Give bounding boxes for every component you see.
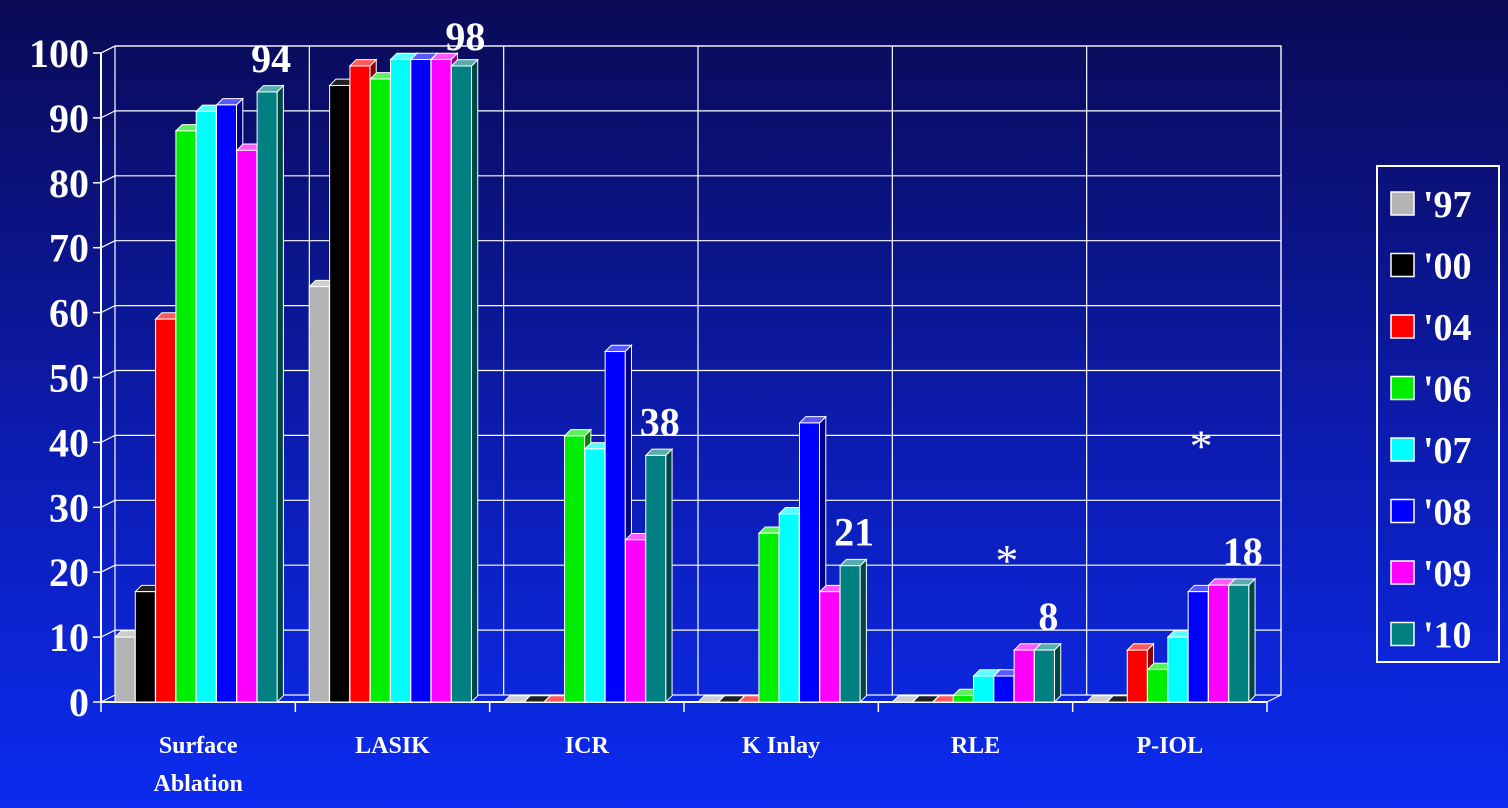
axis-depth-edge xyxy=(1266,694,1282,703)
legend-swatch xyxy=(1390,498,1415,524)
side-wall-gridline xyxy=(100,629,116,638)
y-tick-label: 90 xyxy=(49,96,89,141)
y-tick-label: 40 xyxy=(49,420,89,465)
bar xyxy=(1033,642,1062,704)
bar xyxy=(838,558,868,704)
x-category-label: ICR xyxy=(565,733,610,759)
legend-swatch xyxy=(1390,621,1415,647)
side-wall-gridline xyxy=(100,175,116,184)
side-wall-gridline xyxy=(100,240,116,249)
side-wall-gridline xyxy=(100,305,116,314)
legend-label: '00 xyxy=(1423,246,1472,288)
x-category-label: K Inlay xyxy=(742,733,820,759)
side-wall-gridline xyxy=(100,434,116,443)
x-category-label: RLE xyxy=(951,733,1000,759)
legend-swatch xyxy=(1390,437,1415,462)
y-tick-label: 100 xyxy=(29,31,89,76)
data-label: 8 xyxy=(1038,594,1058,639)
y-tick-label: 0 xyxy=(69,680,89,725)
bar xyxy=(450,58,479,704)
data-label: 94 xyxy=(251,36,291,81)
legend-label: '06 xyxy=(1423,369,1472,411)
side-wall-gridline xyxy=(100,564,116,573)
y-tick-label: 80 xyxy=(49,161,89,206)
axis-depth-edge xyxy=(100,45,116,54)
data-label: 18 xyxy=(1223,529,1263,574)
legend-label: '09 xyxy=(1423,553,1472,595)
legend-swatch xyxy=(1390,191,1415,216)
side-wall-gridline xyxy=(100,694,116,703)
bar xyxy=(1227,577,1257,704)
y-tick-label: 50 xyxy=(49,356,89,401)
x-category-label: Surface Ablation xyxy=(153,733,242,797)
data-label: 38 xyxy=(640,399,680,444)
data-label: 21 xyxy=(834,510,874,555)
legend-label: '07 xyxy=(1423,430,1472,472)
x-category-label: LASIK xyxy=(355,733,430,759)
bar xyxy=(644,447,674,704)
legend-box xyxy=(1376,165,1500,663)
x-category-label: P-IOL xyxy=(1136,733,1203,759)
legend-label: '04 xyxy=(1423,307,1472,349)
bar-layer xyxy=(113,51,1257,704)
y-tick-label: 70 xyxy=(49,226,89,271)
legend-label: '10 xyxy=(1423,615,1472,657)
bar xyxy=(255,84,285,704)
legend-swatch xyxy=(1390,252,1415,278)
legend-label: '97 xyxy=(1423,184,1472,226)
annotation-asterisk: * xyxy=(1190,421,1213,472)
y-tick-label: 20 xyxy=(49,550,89,595)
data-labels: 94 98 38 21 8 18 * * xyxy=(251,14,1263,639)
y-tick-label: 30 xyxy=(49,485,89,530)
legend: '97 '00 '04 '06 '07 '08 '09 '10 xyxy=(1376,165,1500,663)
y-tick-label: 10 xyxy=(49,615,89,660)
data-label: 98 xyxy=(445,14,485,59)
legend-label: '08 xyxy=(1423,492,1472,534)
side-wall-gridline xyxy=(100,369,116,379)
legend-swatch xyxy=(1390,375,1415,401)
y-axis-ticks: 0 10 20 30 40 50 60 70 80 90 100 xyxy=(29,31,89,725)
side-wall-gridline xyxy=(100,499,116,508)
legend-swatch xyxy=(1390,560,1415,585)
side-wall-gridline xyxy=(100,110,116,119)
x-axis-categories: Surface Ablation LASIK ICR K Inlay RLE P-IOL xyxy=(153,733,1203,797)
y-tick-label: 60 xyxy=(49,291,89,336)
annotation-asterisk: * xyxy=(995,535,1018,586)
legend-swatch xyxy=(1390,314,1415,339)
